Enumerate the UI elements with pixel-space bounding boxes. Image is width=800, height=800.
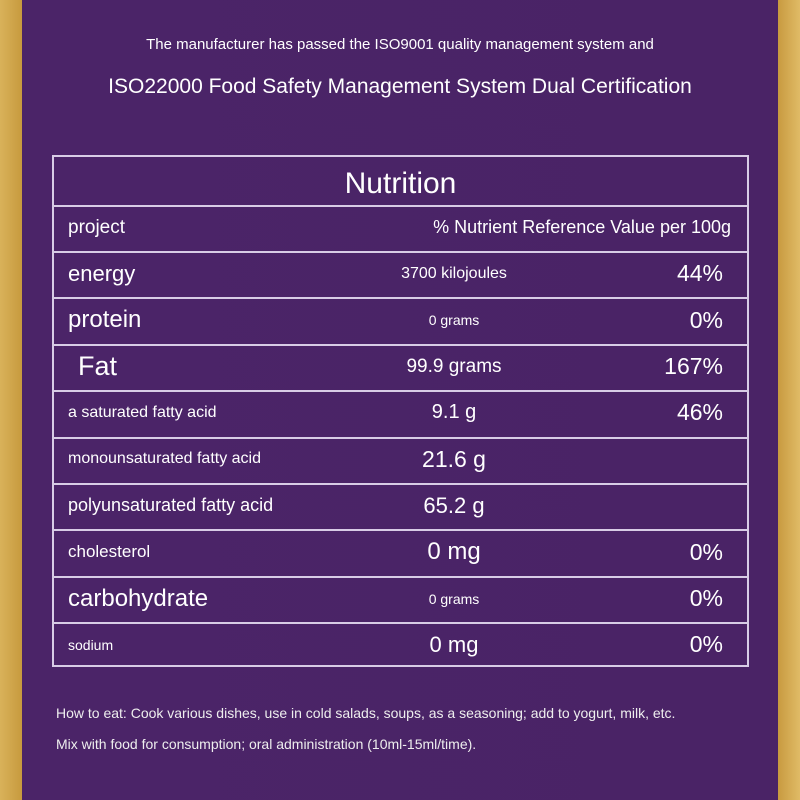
column-header: % Nutrient Reference Value per 100g bbox=[433, 217, 731, 237]
nutrition-table: Nutrition project % Nutrient Reference V… bbox=[52, 155, 749, 667]
nutrient-name: monounsaturated fatty acid bbox=[68, 450, 262, 468]
nutrient-amount: 0 grams bbox=[428, 312, 480, 329]
nutrient-amount: 0 grams bbox=[428, 590, 480, 607]
row-line bbox=[54, 297, 747, 300]
nutrient-name: sodium bbox=[68, 637, 114, 653]
nutrient-amount: 0 mg bbox=[429, 632, 479, 658]
nutrient-name: protein bbox=[68, 306, 142, 334]
nutrient-name: a saturated fatty acid bbox=[68, 403, 217, 421]
nutrient-name: carbohydrate bbox=[68, 584, 209, 612]
row-line bbox=[54, 390, 747, 393]
nutrient-nrv: 0% bbox=[689, 585, 723, 611]
nutrient-nrv: 0% bbox=[689, 306, 723, 333]
row-line bbox=[54, 251, 747, 253]
nutrient-amount: 0 mg bbox=[427, 538, 481, 566]
footer-line: Mix with food for consumption; oral admi… bbox=[56, 736, 477, 752]
row-line bbox=[54, 205, 747, 207]
nutrient-nrv: 0% bbox=[689, 538, 723, 565]
nutrient-name: energy bbox=[68, 261, 136, 286]
nutrient-amount: 21.6 g bbox=[422, 446, 486, 472]
nutrient-name: Fat bbox=[78, 350, 118, 381]
row-line bbox=[54, 483, 747, 485]
row-line bbox=[54, 622, 747, 625]
nutrient-amount: 9.1 g bbox=[431, 401, 477, 424]
nutrient-amount: 99.9 grams bbox=[406, 355, 502, 377]
footer-line: How to eat: Cook various dishes, use in … bbox=[56, 705, 676, 721]
table-title: Nutrition bbox=[344, 167, 457, 200]
nutrient-name: polyunsaturated fatty acid bbox=[68, 495, 274, 516]
nutrient-nrv: 0% bbox=[689, 631, 723, 658]
row-line bbox=[54, 575, 747, 578]
nutrient-nrv: 44% bbox=[676, 260, 723, 287]
nutrient-amount: 65.2 g bbox=[423, 493, 485, 518]
nutrient-amount: 3700 kilojoules bbox=[401, 264, 507, 282]
nutrient-nrv: 46% bbox=[676, 399, 723, 426]
column-header: project bbox=[68, 217, 126, 238]
header-line: The manufacturer has passed the ISO9001 … bbox=[146, 36, 654, 53]
nutrient-name: cholesterol bbox=[68, 542, 151, 562]
row-line bbox=[54, 529, 747, 532]
row-line bbox=[54, 436, 747, 439]
nutrient-nrv: 167% bbox=[664, 353, 723, 379]
row-line bbox=[54, 343, 747, 346]
header-line: ISO22000 Food Safety Management System D… bbox=[108, 75, 692, 98]
